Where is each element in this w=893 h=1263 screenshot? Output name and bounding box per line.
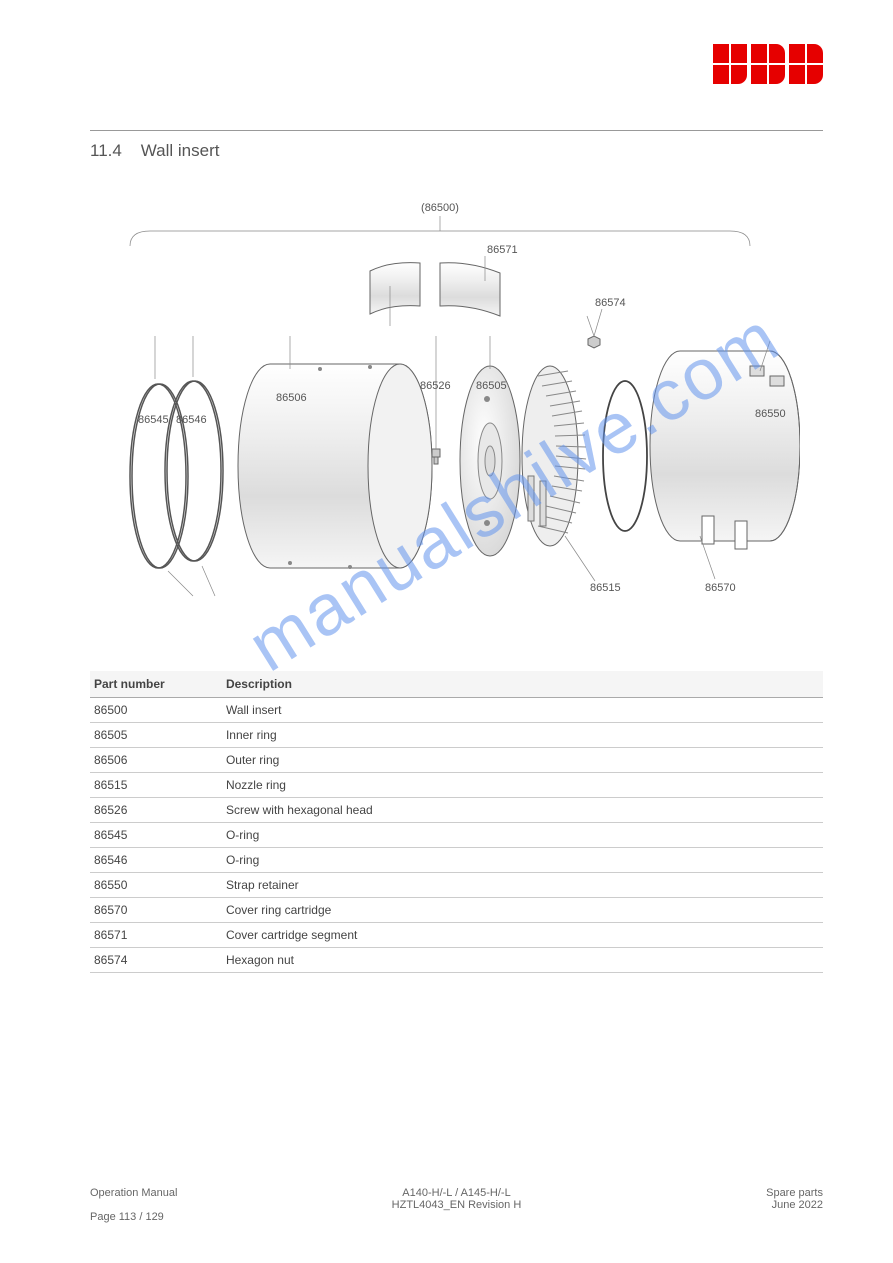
callout-86574: 86574 [595,297,626,309]
part-nozzle-ring [522,366,586,546]
part-oring-inner [165,381,223,561]
col-description: Description [222,671,823,698]
callout-86506: 86506 [276,392,307,404]
footer-center2: HZTL4043_EN Revision H [334,1199,578,1211]
cell-part-number: 86515 [90,773,222,798]
cell-part-number: 86574 [90,948,222,973]
table-row: 86546O-ring [90,848,823,873]
table-row: 86500Wall insert [90,698,823,723]
footer-right2: June 2022 [579,1199,823,1211]
exploded-diagram: manualshilve.com (86500) [90,191,823,651]
footer-center1: A140-H/-L / A145-H/-L [334,1187,578,1199]
part-cover-segment-right [440,263,500,316]
part-cover-ring-cartridge [650,351,800,549]
callout-86500: (86500) [421,202,459,214]
table-row: 86545O-ring [90,823,823,848]
col-part-number: Part number [90,671,222,698]
cell-part-number: 86550 [90,873,222,898]
cell-description: Cover ring cartridge [222,898,823,923]
section-number: 11.4 [90,141,122,160]
cell-part-number: 86500 [90,698,222,723]
footer-page: Page 113 / 129 [90,1211,334,1223]
callout-86571: 86571 [487,244,518,256]
callout-86546: 86546 [176,414,207,426]
callout-86526: 86526 [420,380,451,392]
table-row: 86574Hexagon nut [90,948,823,973]
part-cover-segment-left [370,263,420,314]
table-row: 86570Cover ring cartridge [90,898,823,923]
cell-description: Hexagon nut [222,948,823,973]
part-hex-nut [588,336,600,348]
table-row: 86571Cover cartridge segment [90,923,823,948]
cell-description: Inner ring [222,723,823,748]
parts-table: Part number Description 86500Wall insert… [90,671,823,973]
callout-86545: 86545 [138,414,169,426]
page-footer: Operation Manual Page 113 / 129 A140-H/-… [90,1187,823,1223]
cell-description: Wall insert [222,698,823,723]
cell-description: Strap retainer [222,873,823,898]
table-row: 86526Screw with hexagonal head [90,798,823,823]
table-row: 86506Outer ring [90,748,823,773]
header-divider [90,130,823,131]
cell-part-number: 86571 [90,923,222,948]
cell-description: O-ring [222,823,823,848]
abb-logo [713,44,823,86]
table-row: 86505Inner ring [90,723,823,748]
table-row: 86515Nozzle ring [90,773,823,798]
callout-86570: 86570 [705,582,736,594]
parts-tbody: 86500Wall insert86505Inner ring86506Oute… [90,698,823,973]
cell-part-number: 86570 [90,898,222,923]
part-oring-outer [130,384,188,568]
cell-description: Screw with hexagonal head [222,798,823,823]
part-oring-right [603,381,647,531]
callout-86515: 86515 [590,582,621,594]
cell-part-number: 86526 [90,798,222,823]
footer-left: Operation Manual [90,1187,334,1199]
cell-description: Cover cartridge segment [222,923,823,948]
part-inner-ring [460,366,520,556]
callout-86505: 86505 [476,380,507,392]
cell-description: Outer ring [222,748,823,773]
callout-86550: 86550 [755,408,786,420]
part-outer-ring [238,364,432,569]
section-name: Wall insert [141,141,220,160]
cell-description: Nozzle ring [222,773,823,798]
cell-part-number: 86545 [90,823,222,848]
footer-right1: Spare parts [579,1187,823,1199]
section-title: 11.4 Wall insert [90,141,823,161]
cell-part-number: 86546 [90,848,222,873]
cell-part-number: 86505 [90,723,222,748]
table-row: 86550Strap retainer [90,873,823,898]
cell-description: O-ring [222,848,823,873]
part-screw [432,449,440,464]
cell-part-number: 86506 [90,748,222,773]
